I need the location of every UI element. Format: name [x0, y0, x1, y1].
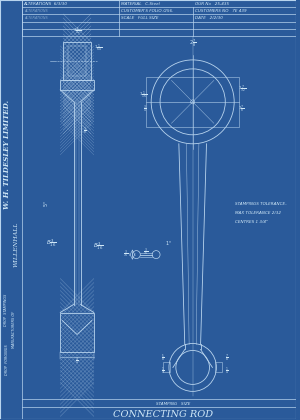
- Text: $B\frac{3}{16}$: $B\frac{3}{16}$: [94, 240, 104, 252]
- Text: $\frac{1}{4}$: $\frac{1}{4}$: [161, 366, 165, 377]
- Text: $2\frac{7}{8}$: $2\frac{7}{8}$: [189, 38, 196, 50]
- Bar: [63, 42, 91, 80]
- Bar: [60, 80, 94, 90]
- Text: STAMPING   SIZE: STAMPING SIZE: [156, 402, 190, 407]
- Text: STAMPINGS TOLERANCE-: STAMPINGS TOLERANCE-: [235, 202, 287, 206]
- Text: OUR No   25,435: OUR No 25,435: [195, 2, 229, 6]
- Bar: [163, 362, 170, 373]
- Text: SCALE   FULL SIZE: SCALE FULL SIZE: [121, 16, 158, 20]
- Text: CONNECTING ROD: CONNECTING ROD: [113, 410, 213, 419]
- Text: $\frac{3}{8}$: $\frac{3}{8}$: [83, 125, 87, 136]
- Text: $1\frac{7}{32}$: $1\frac{7}{32}$: [238, 83, 246, 95]
- Text: $1''$: $1''$: [166, 240, 172, 248]
- Text: CUSTOMERS NO   7E 439: CUSTOMERS NO 7E 439: [195, 9, 246, 13]
- Text: $\frac{3}{4}$: $\frac{3}{4}$: [143, 103, 147, 115]
- Text: $1\frac{7}{8}$: $1\frac{7}{8}$: [238, 103, 244, 115]
- Text: $1\frac{5}{32}$: $1\frac{5}{32}$: [73, 26, 81, 37]
- Text: MAX TOLERANCE 2/32: MAX TOLERANCE 2/32: [235, 211, 281, 215]
- Text: ALTERATIONS  6/3/30: ALTERATIONS 6/3/30: [24, 2, 68, 6]
- Text: MATERIAL   C.Steel: MATERIAL C.Steel: [121, 2, 159, 6]
- Text: W. H. TILDESLEY LIMITED.: W. H. TILDESLEY LIMITED.: [3, 100, 11, 209]
- Text: $1\frac{1}{64}$: $1\frac{1}{64}$: [94, 42, 102, 54]
- Text: DROP  STAMPINGS: DROP STAMPINGS: [4, 293, 8, 326]
- Text: WILLENHALL: WILLENHALL: [13, 222, 18, 268]
- Text: $\frac{7}{8}$: $\frac{7}{8}$: [225, 353, 229, 364]
- Text: $\frac{3}{16}$: $\frac{3}{16}$: [123, 249, 128, 260]
- Text: $\frac{3}{16}$: $\frac{3}{16}$: [143, 247, 149, 258]
- Text: $B\frac{3}{16}$: $B\frac{3}{16}$: [46, 237, 57, 249]
- Text: DATE   2/2/30: DATE 2/2/30: [195, 16, 223, 20]
- Text: $5''$: $5''$: [42, 200, 50, 207]
- Text: ALTERATIONS: ALTERATIONS: [24, 16, 47, 20]
- Bar: [60, 312, 94, 352]
- Bar: [215, 362, 222, 373]
- Text: $\frac{5}{8}$: $\frac{5}{8}$: [161, 353, 165, 364]
- Bar: [146, 77, 239, 127]
- Text: $\frac{1}{4}$: $\frac{1}{4}$: [225, 366, 229, 377]
- Bar: [68, 46, 86, 76]
- Text: CUSTOMER'S FOLIO /256.: CUSTOMER'S FOLIO /256.: [121, 9, 173, 13]
- Text: DROP  FORGINGS: DROP FORGINGS: [5, 344, 9, 375]
- Text: $\frac{3}{4}$: $\frac{3}{4}$: [75, 356, 79, 367]
- Text: $1\frac{1}{16}$: $1\frac{1}{16}$: [139, 89, 147, 101]
- Text: CENTRES 1 3/4": CENTRES 1 3/4": [235, 220, 268, 224]
- Text: ALTERATIONS: ALTERATIONS: [24, 9, 47, 13]
- Text: MANUFACTURERS OF: MANUFACTURERS OF: [12, 311, 16, 348]
